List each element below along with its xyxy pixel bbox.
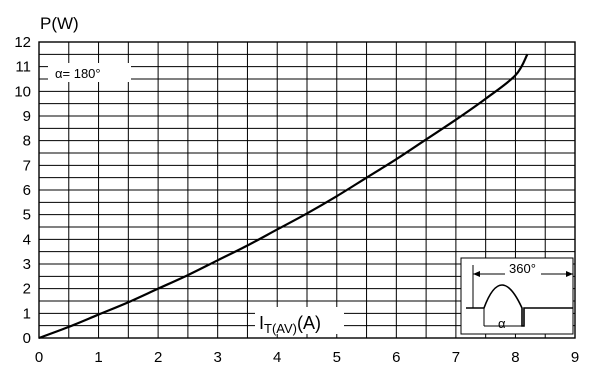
x-tick-label: 3 (213, 349, 221, 366)
y-tick-label: 10 (14, 83, 31, 100)
x-tick-label: 4 (273, 349, 281, 366)
y-tick-label: 5 (23, 207, 31, 224)
y-tick-label: 2 (23, 281, 31, 298)
plot-frame (38, 41, 576, 339)
x-tick-label: 7 (452, 349, 460, 366)
y-tick-label: 9 (23, 108, 31, 125)
x-axis-label: IT(AV)(A) (259, 313, 321, 336)
y-tick-label: 3 (23, 256, 31, 273)
angle-label: α (498, 316, 506, 331)
y-axis-label: P(W) (40, 14, 79, 33)
x-tick-label: 0 (35, 349, 43, 366)
period-label: 360° (509, 261, 536, 276)
y-tick-label: 0 (23, 330, 31, 347)
alpha-annotation: α= 180° (55, 66, 101, 81)
x-tick-label: 6 (392, 349, 400, 366)
y-tick-label: 4 (23, 231, 31, 248)
x-tick-labels: 0 1 2 3 4 5 6 7 8 9 (35, 349, 579, 366)
y-tick-label: 8 (23, 133, 31, 150)
y-tick-label: 12 (14, 34, 31, 51)
annotation-box (48, 63, 131, 82)
x-tick-label: 9 (571, 349, 579, 366)
x-tick-label: 1 (94, 349, 102, 366)
y-tick-label: 11 (15, 59, 31, 76)
x-tick-label: 8 (511, 349, 519, 366)
y-tick-label: 1 (23, 305, 31, 322)
x-axis-label-box (255, 307, 344, 334)
x-tick-label: 2 (154, 349, 162, 366)
series-line (38, 53, 529, 340)
waveform-inset: 360° α (460, 257, 574, 335)
y-tick-label: 7 (23, 157, 31, 174)
y-tick-label: 6 (23, 182, 31, 199)
x-tick-label: 5 (333, 349, 341, 366)
